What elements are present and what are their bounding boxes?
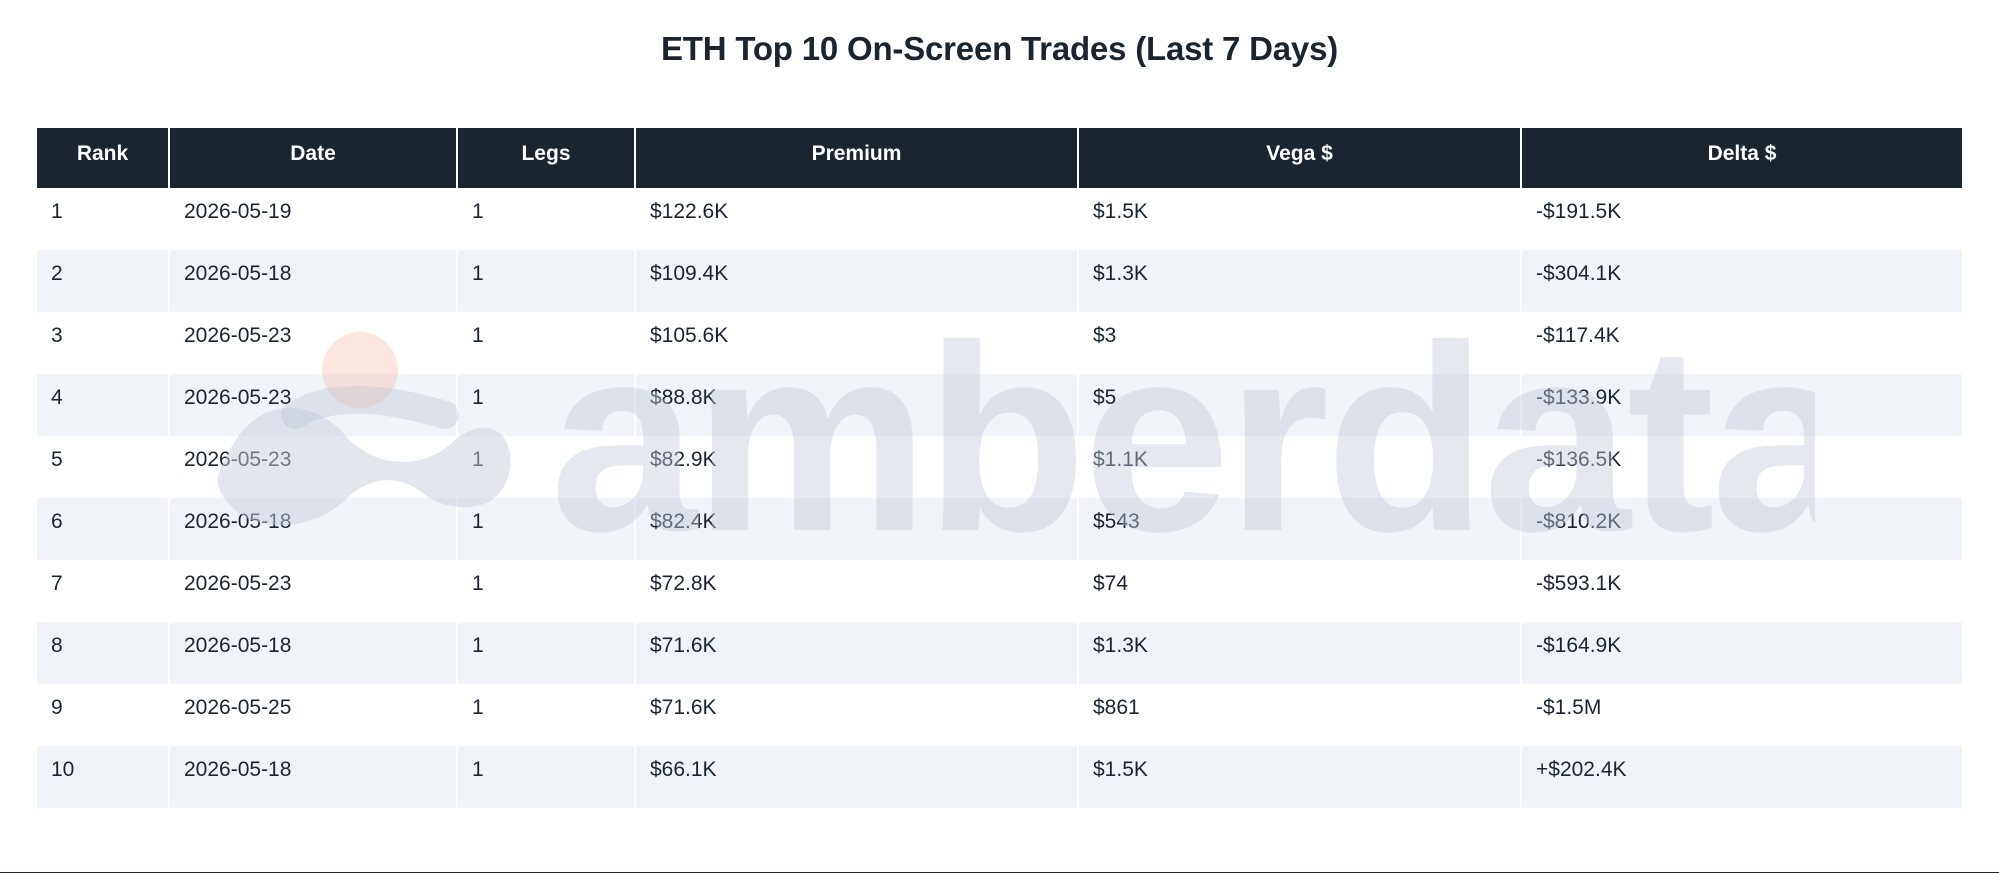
date-cell: 2026-05-23 — [169, 436, 458, 498]
vega-cell: $1.3K — [1078, 250, 1522, 312]
table-row: 7 2026-05-23 1 $72.8K $74 -$593.1K — [37, 560, 1962, 622]
premium-cell: $82.4K — [635, 498, 1079, 560]
legs-cell: 1 — [457, 746, 636, 808]
legs-cell: 1 — [457, 498, 636, 560]
legs-cell: 1 — [457, 560, 636, 622]
date-cell: 2026-05-18 — [169, 622, 458, 684]
date-cell: 2026-05-25 — [169, 684, 458, 746]
table-row: 8 2026-05-18 1 $71.6K $1.3K -$164.9K — [37, 622, 1962, 684]
column-header-rank: Rank — [37, 128, 170, 188]
column-header-premium: Premium — [635, 128, 1079, 188]
vega-cell: $1.5K — [1078, 746, 1522, 808]
page-title: ETH Top 10 On-Screen Trades (Last 7 Days… — [660, 30, 1339, 67]
table-row: 5 2026-05-23 1 $82.9K $1.1K -$136.5K — [37, 436, 1962, 498]
date-cell: 2026-05-18 — [169, 250, 458, 312]
rank-cell: 9 — [37, 684, 170, 746]
vega-cell: $3 — [1078, 312, 1522, 374]
column-header-delta: Delta $ — [1521, 128, 1962, 188]
delta-cell: -$810.2K — [1521, 498, 1962, 560]
delta-cell: -$593.1K — [1521, 560, 1962, 622]
premium-cell: $72.8K — [635, 560, 1079, 622]
rank-cell: 1 — [37, 188, 170, 250]
vega-cell: $74 — [1078, 560, 1522, 622]
premium-cell: $109.4K — [635, 250, 1079, 312]
premium-cell: $105.6K — [635, 312, 1079, 374]
rank-cell: 5 — [37, 436, 170, 498]
vega-cell: $543 — [1078, 498, 1522, 560]
premium-cell: $66.1K — [635, 746, 1079, 808]
premium-cell: $122.6K — [635, 188, 1079, 250]
rank-cell: 8 — [37, 622, 170, 684]
table-row: 9 2026-05-25 1 $71.6K $861 -$1.5M — [37, 684, 1962, 746]
delta-cell: -$1.5M — [1521, 684, 1962, 746]
delta-cell: -$304.1K — [1521, 250, 1962, 312]
table-row: 4 2026-05-23 1 $88.8K $5 -$133.9K — [37, 374, 1962, 436]
column-header-date: Date — [169, 128, 458, 188]
legs-cell: 1 — [457, 436, 636, 498]
legs-cell: 1 — [457, 622, 636, 684]
table-row: 6 2026-05-18 1 $82.4K $543 -$810.2K — [37, 498, 1962, 560]
table-row: 2 2026-05-18 1 $109.4K $1.3K -$304.1K — [37, 250, 1962, 312]
delta-cell: +$202.4K — [1521, 746, 1962, 808]
rank-cell: 2 — [37, 250, 170, 312]
premium-cell: $71.6K — [635, 622, 1079, 684]
rank-cell: 6 — [37, 498, 170, 560]
date-cell: 2026-05-18 — [169, 746, 458, 808]
legs-cell: 1 — [457, 312, 636, 374]
premium-cell: $82.9K — [635, 436, 1079, 498]
delta-cell: -$133.9K — [1521, 374, 1962, 436]
date-cell: 2026-05-23 — [169, 560, 458, 622]
delta-cell: -$117.4K — [1521, 312, 1962, 374]
premium-cell: $71.6K — [635, 684, 1079, 746]
vega-cell: $861 — [1078, 684, 1522, 746]
date-cell: 2026-05-23 — [169, 312, 458, 374]
delta-cell: -$136.5K — [1521, 436, 1962, 498]
vega-cell: $1.5K — [1078, 188, 1522, 250]
column-header-vega: Vega $ — [1078, 128, 1522, 188]
rank-cell: 7 — [37, 560, 170, 622]
delta-cell: -$191.5K — [1521, 188, 1962, 250]
date-cell: 2026-05-23 — [169, 374, 458, 436]
legs-cell: 1 — [457, 684, 636, 746]
legs-cell: 1 — [457, 374, 636, 436]
rank-cell: 4 — [37, 374, 170, 436]
table-header-row: Rank Date Legs Premium Vega $ Delta $ — [37, 128, 1962, 188]
table-body: 1 2026-05-19 1 $122.6K $1.5K -$191.5K 2 2026-05… — [37, 188, 1962, 808]
delta-cell: -$164.9K — [1521, 622, 1962, 684]
legs-cell: 1 — [457, 188, 636, 250]
table-row: 1 2026-05-19 1 $122.6K $1.5K -$191.5K — [37, 188, 1962, 250]
rank-cell: 3 — [37, 312, 170, 374]
vega-cell: $1.3K — [1078, 622, 1522, 684]
legs-cell: 1 — [457, 250, 636, 312]
rank-cell: 10 — [37, 746, 170, 808]
date-cell: 2026-05-18 — [169, 498, 458, 560]
premium-cell: $88.8K — [635, 374, 1079, 436]
vega-cell: $1.1K — [1078, 436, 1522, 498]
table-row: 10 2026-05-18 1 $66.1K $1.5K +$202.4K — [37, 746, 1962, 808]
vega-cell: $5 — [1078, 374, 1522, 436]
column-header-legs: Legs — [457, 128, 636, 188]
date-cell: 2026-05-19 — [169, 188, 458, 250]
table-row: 3 2026-05-23 1 $105.6K $3 -$117.4K — [37, 312, 1962, 374]
